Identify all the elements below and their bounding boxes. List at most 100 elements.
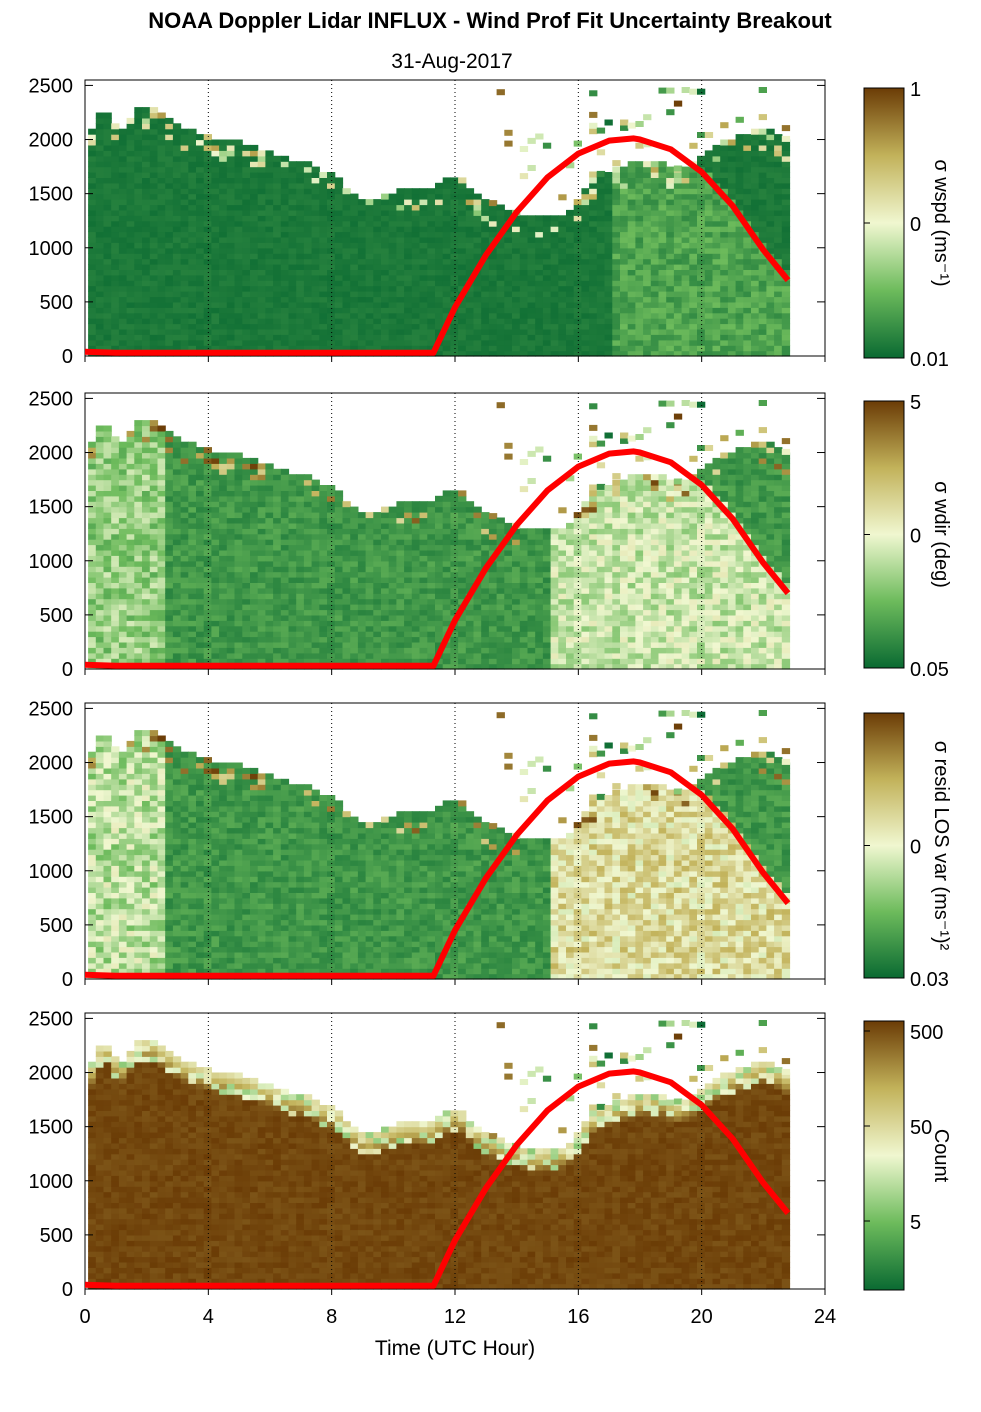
- heatmap-cell: [203, 323, 212, 330]
- heatmap-cell: [658, 182, 667, 189]
- heatmap-cell: [165, 177, 174, 184]
- heatmap-cell: [280, 280, 290, 287]
- heatmap-cell: [250, 620, 259, 627]
- heatmap-cell: [319, 269, 328, 276]
- heatmap-cell: [612, 215, 621, 222]
- heatmap-cell: [357, 285, 367, 292]
- heatmap-cell: [226, 339, 236, 346]
- heatmap-cell: [743, 242, 752, 249]
- heatmap-cell: [689, 264, 698, 270]
- heatmap-cell: [596, 170, 606, 177]
- heatmap-cell: [404, 604, 413, 611]
- heatmap-cell: [612, 182, 621, 189]
- heatmap-cell: [257, 495, 266, 502]
- heatmap-cell: [134, 285, 143, 292]
- heatmap-cell: [219, 452, 228, 459]
- heatmap-cell: [311, 571, 320, 578]
- heatmap-cell: [103, 301, 112, 308]
- heatmap-cell: [273, 501, 282, 508]
- heatmap-cell: [288, 264, 297, 270]
- heatmap-cell: [704, 274, 714, 281]
- heatmap-cell: [226, 485, 236, 491]
- heatmap-cell: [234, 177, 243, 184]
- heatmap-cell: [188, 193, 197, 200]
- heatmap-cell: [296, 236, 305, 243]
- heatmap-cell: [404, 658, 413, 665]
- heatmap-cell: [165, 123, 174, 130]
- heatmap-cell: [581, 247, 590, 254]
- heatmap-cell: [103, 134, 112, 141]
- heatmap-cell: [118, 528, 128, 535]
- heatmap-cell: [165, 447, 174, 454]
- heatmap-cell: [226, 452, 236, 459]
- heatmap-cell: [766, 150, 775, 157]
- heatmap-cell: [697, 339, 706, 346]
- heatmap-cell: [735, 226, 744, 233]
- heatmap-cell: [188, 247, 197, 254]
- heatmap-cell: [558, 285, 567, 292]
- heatmap-cell: [165, 647, 174, 654]
- heatmap-cell: [465, 296, 475, 303]
- heatmap-cell: [303, 345, 313, 352]
- heatmap-cell: [673, 301, 683, 308]
- heatmap-cell: [257, 220, 266, 227]
- heatmap-cell: [149, 636, 159, 643]
- heatmap-cell: [273, 301, 282, 308]
- heatmap-cell: [411, 506, 421, 513]
- heatmap-cell: [219, 215, 228, 222]
- heatmap-cell: [334, 199, 344, 206]
- heatmap-cell: [303, 334, 313, 341]
- heatmap-cell: [95, 468, 105, 475]
- heatmap-cell: [365, 209, 374, 216]
- heatmap-cell: [589, 182, 598, 189]
- heatmap-cell: [419, 598, 428, 605]
- heatmap-cell: [473, 247, 482, 254]
- heatmap-cell: [203, 172, 212, 178]
- heatmap-cell: [727, 231, 737, 238]
- heatmap-cell: [111, 182, 120, 189]
- heatmap-cell: [172, 577, 182, 583]
- heatmap-cell: [234, 517, 243, 524]
- heatmap-cell: [203, 533, 212, 540]
- heatmap-cell: [712, 269, 721, 276]
- heatmap-cell: [257, 636, 266, 643]
- heatmap-cell: [118, 582, 128, 589]
- heatmap-cell: [226, 318, 236, 325]
- heatmap-cell: [88, 652, 97, 659]
- heatmap-cell: [265, 555, 274, 562]
- heatmap-cell: [126, 269, 135, 276]
- heatmap-cell: [689, 339, 698, 346]
- heatmap-cell: [620, 264, 629, 270]
- heatmap-cell: [126, 512, 135, 519]
- heatmap-cell: [188, 447, 197, 454]
- heatmap-cell: [334, 560, 344, 567]
- heatmap-cell: [288, 604, 297, 611]
- heatmap-cell: [519, 312, 529, 319]
- heatmap-cell: [265, 517, 274, 524]
- heatmap-cell: [103, 463, 112, 470]
- heatmap-cell: [219, 560, 228, 567]
- heatmap-cell: [118, 215, 128, 222]
- heatmap-cell: [188, 323, 197, 330]
- heatmap-cell: [350, 609, 359, 616]
- heatmap-cell: [111, 555, 120, 562]
- heatmap-cell: [142, 598, 151, 605]
- heatmap-cell: [142, 474, 151, 481]
- heatmap-cell: [242, 144, 251, 151]
- heatmap-cell: [172, 441, 182, 448]
- heatmap-cell: [288, 161, 297, 168]
- heatmap-cell: [650, 188, 660, 195]
- heatmap-cell: [442, 247, 451, 254]
- heatmap-cell: [396, 517, 405, 524]
- heatmap-cell: [111, 582, 120, 589]
- heatmap-cell: [658, 296, 667, 303]
- heatmap-cell: [188, 641, 197, 648]
- heatmap-cell: [226, 587, 236, 594]
- heatmap-cell: [481, 199, 490, 206]
- heatmap-cell: [673, 226, 683, 233]
- heatmap-cell: [411, 587, 421, 594]
- heatmap-cell: [319, 620, 328, 627]
- heatmap-cell: [257, 658, 266, 665]
- heatmap-cell: [296, 506, 305, 513]
- heatmap-cell: [280, 582, 290, 589]
